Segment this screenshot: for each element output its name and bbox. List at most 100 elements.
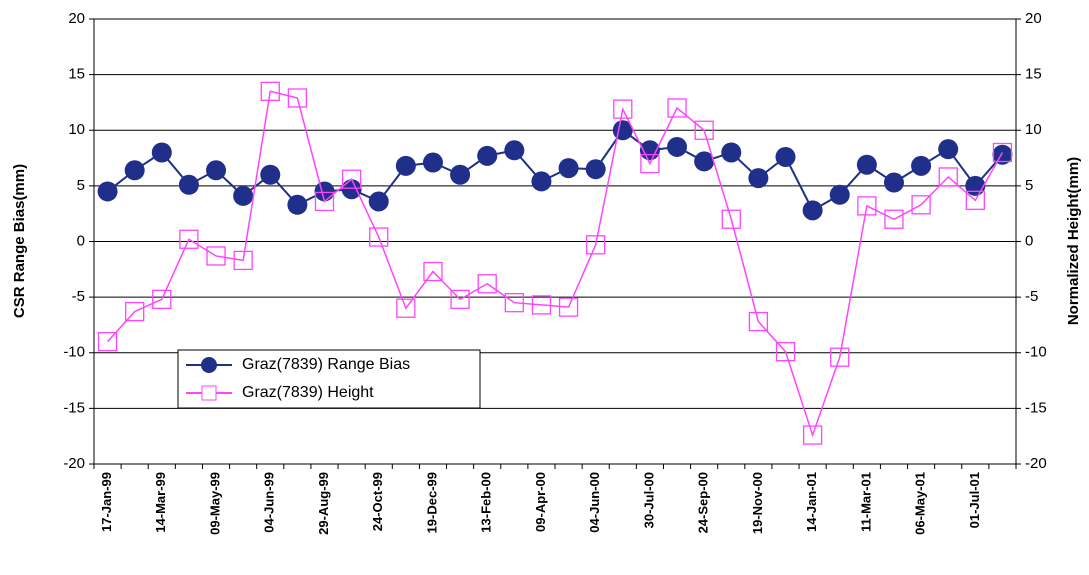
point bbox=[477, 145, 498, 166]
point bbox=[531, 171, 552, 192]
point bbox=[721, 209, 741, 229]
x-tick-label: 09-Apr-00 bbox=[533, 472, 548, 532]
point bbox=[667, 98, 687, 118]
point bbox=[422, 152, 443, 173]
point bbox=[938, 139, 959, 160]
point bbox=[504, 293, 524, 313]
y-tick-label: 0 bbox=[77, 232, 85, 249]
x-tick-label: 24-Sep-00 bbox=[696, 472, 711, 533]
point bbox=[341, 169, 362, 189]
y-tick-label: -5 bbox=[72, 288, 85, 305]
series-line bbox=[106, 128, 1004, 212]
point bbox=[585, 159, 606, 180]
y2-tick-label: -15 bbox=[1025, 399, 1047, 416]
point bbox=[667, 136, 688, 157]
point bbox=[341, 179, 362, 200]
x-tick-label: 01-Jul-01 bbox=[967, 472, 982, 528]
point bbox=[829, 184, 850, 205]
y2-tick-label: 10 bbox=[1025, 121, 1042, 138]
point bbox=[287, 88, 308, 108]
y2-tick-label: 15 bbox=[1025, 66, 1042, 83]
point bbox=[450, 164, 471, 185]
y-tick-label: 15 bbox=[68, 66, 85, 83]
point bbox=[396, 298, 416, 318]
point bbox=[178, 174, 199, 195]
y2-tick-label: -20 bbox=[1025, 455, 1047, 472]
point bbox=[558, 158, 579, 179]
point bbox=[586, 235, 606, 255]
point bbox=[802, 200, 823, 221]
point bbox=[911, 195, 931, 215]
point bbox=[314, 191, 335, 212]
point bbox=[125, 301, 145, 322]
x-tick-label: 06-May-01 bbox=[913, 472, 928, 535]
point bbox=[97, 331, 118, 352]
x-tick-label: 19-Nov-00 bbox=[750, 472, 765, 534]
y2-tick-label: -5 bbox=[1025, 288, 1038, 305]
point bbox=[558, 297, 579, 317]
point bbox=[721, 142, 742, 163]
point bbox=[206, 246, 226, 266]
point bbox=[694, 120, 714, 140]
x-tick-label: 14-Jan-01 bbox=[804, 472, 819, 532]
point bbox=[965, 190, 985, 210]
point bbox=[884, 209, 904, 229]
point bbox=[640, 153, 660, 174]
point bbox=[287, 194, 308, 215]
point bbox=[748, 311, 769, 332]
y-axis-title: CSR Range Bias(mm) bbox=[11, 164, 28, 318]
point bbox=[369, 227, 389, 247]
point bbox=[233, 250, 253, 271]
x-tick-label: 24-Oct-99 bbox=[370, 472, 385, 531]
point bbox=[775, 341, 796, 362]
point bbox=[206, 160, 227, 181]
point bbox=[233, 185, 254, 206]
point bbox=[314, 181, 335, 202]
point bbox=[179, 229, 199, 249]
point bbox=[965, 175, 986, 196]
y2-tick-label: -10 bbox=[1025, 344, 1047, 361]
point bbox=[423, 261, 443, 282]
legend-label: Graz(7839) Range Bias bbox=[242, 356, 410, 373]
point bbox=[97, 181, 118, 202]
y2-tick-label: 20 bbox=[1025, 10, 1042, 27]
point bbox=[260, 164, 281, 185]
y-tick-label: -10 bbox=[63, 344, 85, 361]
x-tick-label: 13-Feb-00 bbox=[479, 472, 494, 533]
point bbox=[151, 142, 172, 163]
legend-marker bbox=[201, 385, 217, 401]
x-tick-label: 04-Jun-00 bbox=[587, 472, 602, 533]
x-tick-label: 30-Jul-00 bbox=[641, 472, 656, 528]
x-tick-label: 14-Mar-99 bbox=[153, 472, 168, 533]
x-tick-label: 11-Mar-01 bbox=[858, 472, 873, 532]
point bbox=[504, 140, 525, 161]
series-line bbox=[107, 90, 1004, 438]
y2-tick-label: 5 bbox=[1025, 177, 1033, 194]
point bbox=[152, 289, 172, 310]
point bbox=[395, 155, 416, 176]
legend-label: Graz(7839) Height bbox=[242, 384, 374, 401]
x-tick-label: 09-May-99 bbox=[207, 472, 222, 535]
point bbox=[450, 289, 470, 310]
point bbox=[124, 160, 145, 181]
point bbox=[857, 196, 877, 216]
point bbox=[260, 81, 280, 101]
y-tick-label: 5 bbox=[77, 177, 85, 194]
point bbox=[531, 295, 552, 315]
x-tick-label: 29-Aug-99 bbox=[316, 472, 331, 535]
point bbox=[748, 168, 769, 189]
point bbox=[368, 191, 389, 212]
point bbox=[775, 146, 796, 167]
y-tick-label: -15 bbox=[63, 399, 85, 416]
point bbox=[883, 172, 904, 193]
point bbox=[802, 425, 823, 445]
x-tick-label: 17-Jan-99 bbox=[99, 472, 114, 532]
legend-marker bbox=[201, 357, 217, 373]
legend-box bbox=[177, 349, 481, 409]
y-tick-label: 10 bbox=[68, 121, 85, 138]
point bbox=[613, 99, 633, 119]
point bbox=[856, 154, 877, 175]
x-tick-label: 04-Jun-99 bbox=[262, 472, 277, 533]
point bbox=[830, 347, 850, 367]
